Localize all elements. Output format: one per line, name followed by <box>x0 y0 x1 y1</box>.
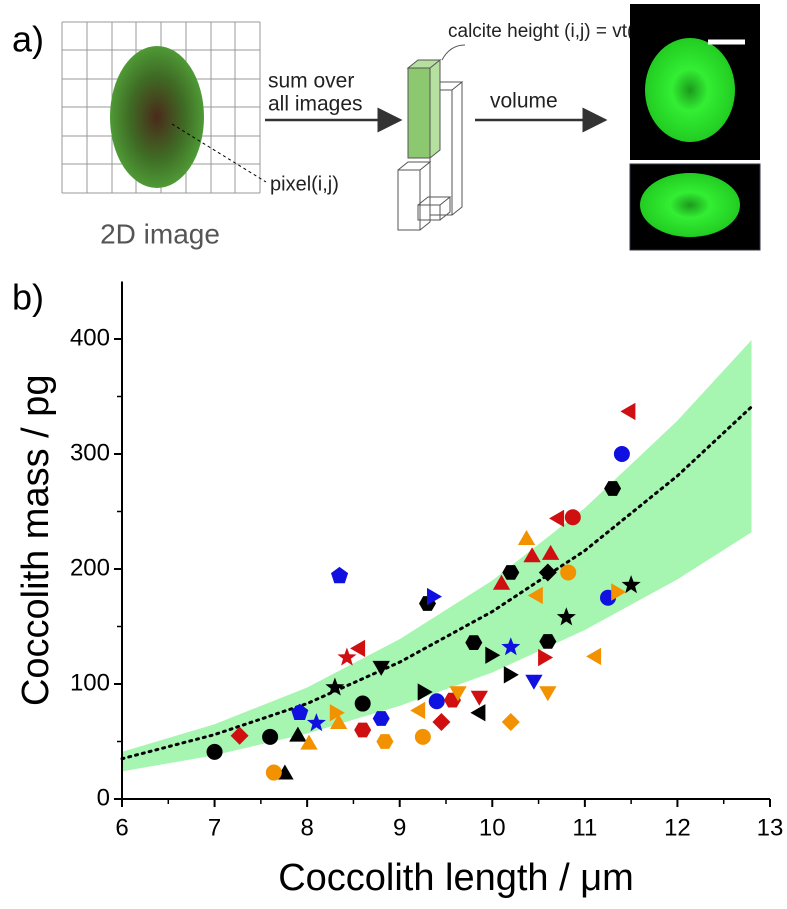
fit-line <box>120 405 753 761</box>
data-point <box>549 509 565 528</box>
y-tick-label: 400 <box>70 324 110 351</box>
data-point <box>564 509 581 526</box>
data-point <box>206 743 223 760</box>
data-point <box>485 646 501 664</box>
data-point <box>470 704 486 722</box>
data-point <box>470 690 488 706</box>
data-point <box>527 586 543 605</box>
calcite-column <box>407 67 431 159</box>
data-point <box>465 635 483 650</box>
volume-render <box>645 38 735 142</box>
pixel-label: pixel(i,j) <box>270 173 339 195</box>
data-point <box>330 714 348 729</box>
data-point <box>501 637 521 656</box>
data-point <box>525 674 543 690</box>
panel-label: a) <box>12 19 44 60</box>
x-tick-label: 13 <box>757 814 784 841</box>
data-point <box>539 686 557 702</box>
data-point <box>538 563 557 582</box>
data-point <box>262 728 279 745</box>
calcite-column <box>406 58 442 160</box>
data-point <box>417 683 433 701</box>
data-point <box>621 575 641 594</box>
data-point <box>541 544 560 560</box>
y-axis-title: Coccolith mass / pg <box>15 374 57 706</box>
data-point <box>517 530 536 545</box>
data-point <box>611 583 627 601</box>
data-point <box>325 677 345 696</box>
data-point <box>337 647 357 666</box>
data-point <box>265 764 282 781</box>
data-point <box>620 402 636 421</box>
y-tick-label: 100 <box>70 669 110 696</box>
data-point <box>329 704 345 722</box>
x-tick-label: 11 <box>572 814 597 841</box>
data-point <box>449 686 467 702</box>
data-point <box>502 565 520 580</box>
y-tick-label: 0 <box>97 784 110 811</box>
data-point <box>586 647 602 666</box>
x-tick-label: 10 <box>479 814 506 841</box>
data-point <box>289 726 307 742</box>
x-tick-label: 9 <box>393 814 406 841</box>
data-point <box>300 734 318 750</box>
data-point <box>414 728 431 745</box>
confidence-band <box>122 340 752 772</box>
x-tick-label: 12 <box>664 814 691 841</box>
columns <box>397 81 464 231</box>
data-point <box>613 446 630 462</box>
data-point <box>492 574 511 590</box>
panel-label: b) <box>12 277 44 318</box>
data-point <box>372 660 390 676</box>
arrow-label: volume <box>490 90 558 113</box>
arrow-label: all images <box>268 93 363 116</box>
y-tick-label: 300 <box>70 439 110 466</box>
data-point <box>523 547 541 563</box>
data-point <box>503 666 519 684</box>
data-point <box>539 634 557 649</box>
y-tick-label: 200 <box>70 554 110 581</box>
data-point <box>556 607 576 626</box>
data-point <box>306 713 326 732</box>
data-point <box>350 639 366 657</box>
arrow-label: sum over <box>268 70 354 93</box>
x-tick-label: 6 <box>115 814 128 841</box>
pointer <box>441 44 466 61</box>
x-axis-title: Coccolith length / μm <box>278 857 634 899</box>
image-caption: 2D image <box>100 218 220 249</box>
data-point <box>432 713 451 731</box>
data-point <box>372 711 390 726</box>
x-tick-label: 7 <box>208 814 221 841</box>
volume-render <box>640 173 740 237</box>
data-point <box>230 726 249 745</box>
data-point <box>501 713 520 731</box>
cell-image <box>110 46 204 188</box>
pointer <box>171 123 267 183</box>
data-point <box>410 701 426 720</box>
data-point <box>428 693 445 710</box>
data-point <box>376 734 394 749</box>
x-tick-label: 8 <box>300 814 313 841</box>
data-point <box>354 722 372 738</box>
data-point <box>538 648 554 667</box>
data-point <box>291 703 309 720</box>
calcite-label: calcite height (i,j) = vt(i,j) <box>448 21 653 42</box>
data-point <box>354 695 371 712</box>
data-point <box>560 564 577 581</box>
data-point <box>604 481 622 496</box>
data-point <box>427 587 442 606</box>
data-point <box>331 566 349 584</box>
